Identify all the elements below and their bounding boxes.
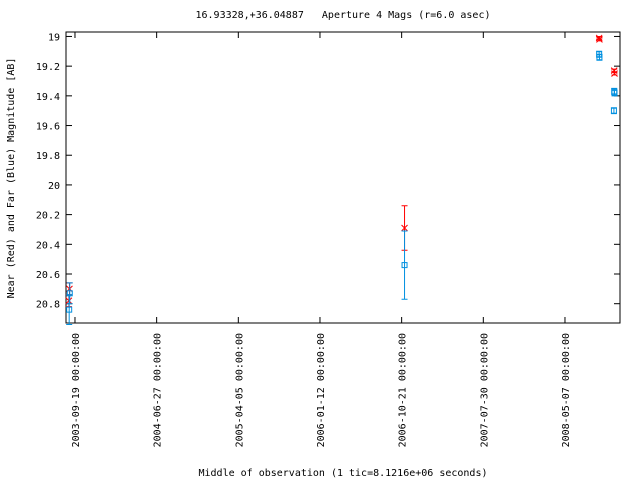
data-point — [401, 262, 408, 269]
chart-title: 16.93328,+36.04887 Aperture 4 Mags (r=6.… — [195, 10, 490, 21]
y-tick-label: 20.4 — [36, 240, 60, 251]
x-tick-label: 2006-10-21 00:00:00 — [398, 333, 409, 447]
y-tick-label: 19 — [48, 32, 60, 43]
y-tick-label: 19.8 — [36, 151, 60, 162]
error-bar — [66, 282, 73, 305]
x-axis-label: Middle of observation (1 tic=8.1216e+06 … — [199, 468, 488, 479]
data-point — [610, 107, 617, 114]
y-tick-label: 20.6 — [36, 270, 60, 281]
y-tick-label: 19.6 — [36, 122, 60, 133]
data-point — [66, 306, 73, 313]
x-tick-label: 2006-01-12 00:00:00 — [316, 333, 327, 447]
error-bar — [401, 230, 408, 300]
data-point — [610, 67, 618, 74]
data-point — [611, 89, 618, 96]
data-point — [596, 36, 603, 43]
y-axis-label: Near (Red) and Far (Blue) Magnitude [AB] — [6, 58, 17, 299]
y-tick-label: 20.8 — [36, 300, 60, 311]
x-tick-label: 2007-07-30 00:00:00 — [479, 333, 490, 447]
y-tick-label: 20.2 — [36, 211, 60, 222]
data-point — [611, 70, 618, 77]
plot-frame — [65, 31, 621, 324]
x-tick-label: 2005-04-05 00:00:00 — [234, 333, 245, 447]
x-tick-label: 2008-05-07 00:00:00 — [561, 333, 572, 447]
x-tick-label: 2004-06-27 00:00:00 — [153, 333, 164, 447]
data-point — [66, 290, 73, 297]
y-tick-label: 19.4 — [36, 92, 60, 103]
x-tick-label: 2003-09-19 00:00:00 — [71, 333, 82, 447]
data-point — [401, 224, 408, 232]
data-point — [596, 54, 603, 61]
y-tick-label: 20 — [48, 181, 60, 192]
y-tick-label: 19.2 — [36, 62, 60, 73]
